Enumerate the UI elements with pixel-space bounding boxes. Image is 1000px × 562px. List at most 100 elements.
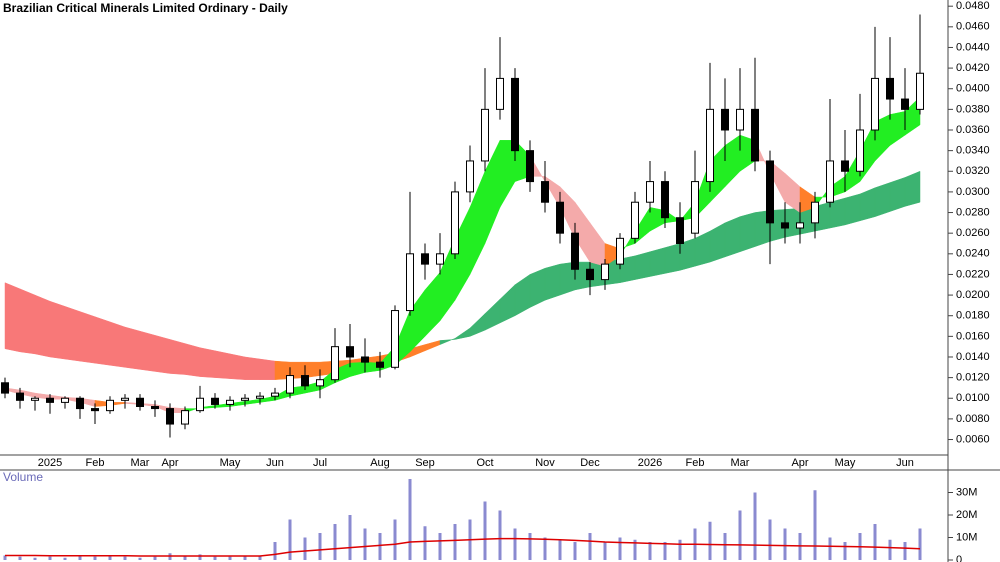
volume-bar [273, 542, 277, 560]
x-tick-label: 2025 [38, 457, 62, 469]
y-tick-label: 0.0460 [956, 21, 990, 33]
volume-bar [678, 539, 682, 560]
candle-body [511, 77, 519, 152]
candle-body [361, 356, 369, 363]
band-segment [229, 353, 246, 380]
volume-bar [243, 555, 247, 560]
band-segment [244, 356, 261, 380]
candle-body [466, 160, 474, 193]
x-tick-label: Mar [731, 457, 750, 469]
candle-body [556, 201, 564, 234]
band-segment [544, 263, 561, 301]
candle-body [571, 232, 579, 270]
x-tick-label: Jun [266, 457, 284, 469]
candle-body [436, 253, 444, 265]
band-segment [199, 347, 216, 378]
band-segment [259, 358, 276, 380]
band-segment [169, 339, 186, 375]
y-tick-label: 0.0340 [956, 145, 990, 157]
volume-bar [213, 556, 217, 560]
volume-bar [363, 528, 367, 560]
volume-bar [663, 542, 667, 560]
x-tick-label: Jul [313, 457, 327, 469]
volume-bar [648, 542, 652, 560]
band-segment [4, 282, 21, 353]
candle-body [316, 379, 324, 387]
candle-body [796, 222, 804, 229]
volume-bar [783, 528, 787, 560]
volume-bar [723, 533, 727, 560]
y-tick-label: 0.0260 [956, 227, 990, 239]
candle-body [586, 268, 594, 281]
band-segment [109, 321, 126, 368]
volume-bar [768, 519, 772, 560]
y-tick-label: 0.0440 [956, 41, 990, 53]
y-tick-label: 0.0300 [956, 186, 990, 198]
x-tick-label: Dec [580, 457, 600, 469]
candle-body [286, 375, 294, 394]
volume-bar [78, 555, 82, 560]
volume-bar [438, 533, 442, 560]
candle-body [496, 77, 504, 110]
candle-body [241, 397, 249, 401]
candle-body [421, 253, 429, 265]
candle-body [601, 263, 609, 281]
y-tick-label: 0.0220 [956, 268, 990, 280]
volume-bar [828, 537, 832, 560]
candle-body [916, 72, 924, 110]
y-tick-label: 0 [956, 554, 962, 562]
volume-bar [258, 555, 262, 560]
candle-body [16, 392, 24, 401]
band-segment [124, 326, 141, 370]
y-tick-label: 0.0080 [956, 413, 990, 425]
candle-body [841, 160, 849, 172]
volume-bar [903, 542, 907, 560]
candle-body [76, 397, 84, 410]
volume-bar [618, 537, 622, 560]
band-segment [904, 170, 921, 207]
volume-bar [348, 515, 352, 560]
volume-bar [33, 557, 37, 560]
volume-bar [198, 554, 202, 560]
volume-bar [303, 537, 307, 560]
band-segment [664, 243, 681, 274]
band-segment [634, 251, 651, 280]
volume-bar [123, 556, 127, 560]
volume-bar [183, 555, 187, 560]
x-tick-label: Mar [131, 457, 150, 469]
y-tick-label: 0.0480 [956, 0, 990, 12]
band-segment [184, 343, 201, 377]
candle-body [751, 108, 759, 162]
candle-body [1, 382, 9, 394]
volume-bar [873, 524, 877, 560]
band-segment [94, 316, 111, 366]
y-tick-label: 20M [956, 509, 977, 521]
band-segment [79, 311, 96, 364]
volume-bar [93, 556, 97, 560]
volume-bar [18, 556, 22, 560]
candle-body [631, 201, 639, 239]
candle-body [856, 129, 864, 172]
volume-bar [483, 501, 487, 560]
candle-body [766, 160, 774, 224]
candle-body [691, 181, 699, 234]
y-tick-label: 0.0200 [956, 289, 990, 301]
band-segment [139, 330, 156, 372]
candle-body [256, 395, 264, 399]
x-tick-label: Nov [535, 457, 555, 469]
volume-title: Volume [3, 470, 43, 484]
chart-title: Brazilian Critical Minerals Limited Ordi… [3, 1, 288, 15]
y-tick-label: 0.0380 [956, 103, 990, 115]
band-segment [724, 216, 741, 258]
volume-bar [153, 556, 157, 560]
candle-body [886, 77, 894, 100]
volume-bar [513, 528, 517, 560]
volume-bar [558, 539, 562, 560]
volume-bar [138, 557, 142, 560]
candle-body [901, 98, 909, 110]
y-tick-label: 10M [956, 531, 977, 543]
candle-body [646, 181, 654, 203]
band-segment [529, 267, 546, 308]
candle-body [406, 253, 414, 312]
candle-body [46, 397, 54, 403]
